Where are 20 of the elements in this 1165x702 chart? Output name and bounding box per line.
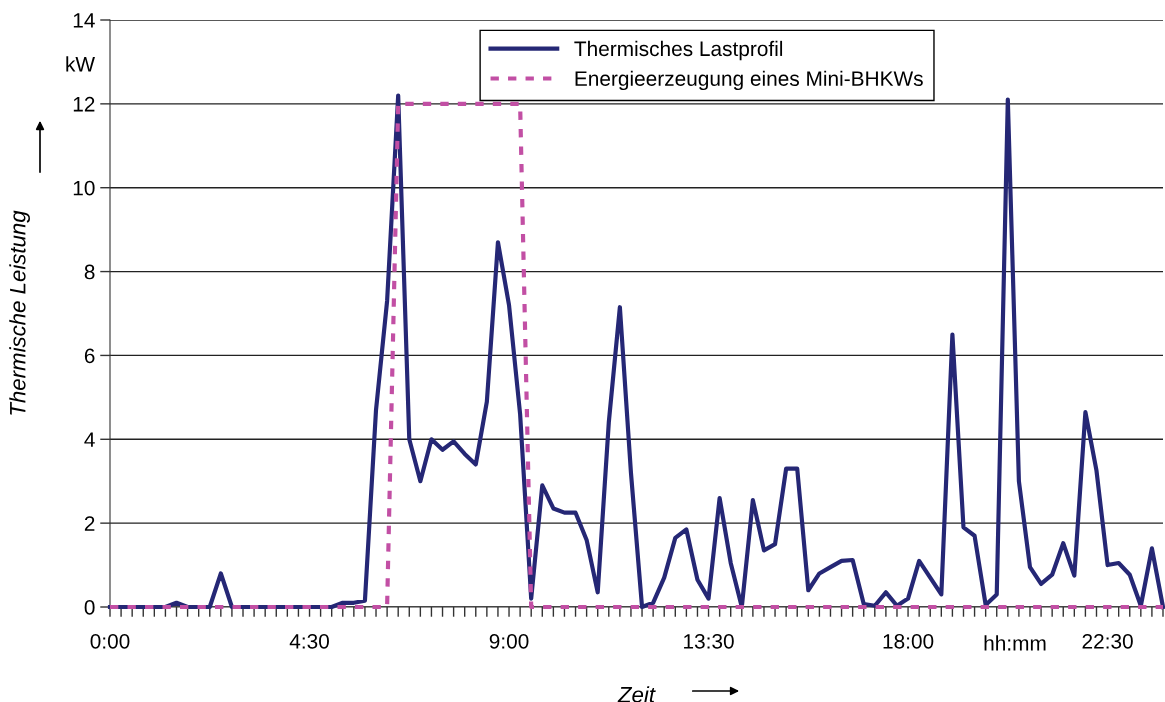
y-tick-label: 14 (73, 13, 95, 28)
y-tick-label: 4 (84, 432, 95, 447)
x-tick-label: 13:30 (684, 633, 734, 649)
legend-label: Energieerzeugung eines Mini-BHKWs (575, 70, 923, 91)
y-tick-label: 0 (84, 600, 95, 615)
x-tick-label: 0:00 (90, 633, 130, 649)
y-tick-label: 12 (73, 96, 95, 112)
x-axis-title: Zeit (617, 686, 656, 702)
y-tick-label: 2 (84, 516, 95, 531)
text: kW (66, 56, 95, 72)
x-tick-label: 4:30 (289, 633, 329, 649)
y-tick-label: 10 (73, 180, 95, 196)
x-tick-label: 18:00 (883, 633, 934, 649)
legend-label: Thermisches Lastprofil (574, 40, 783, 61)
x-tick-label: 9:00 (489, 633, 529, 649)
y-tick-label: 6 (84, 348, 95, 364)
y-tick-label: 8 (84, 264, 95, 280)
x-tick-label: 22:30 (1082, 633, 1133, 649)
y-axis-title: Thermische Leistung (9, 210, 30, 415)
text: hh:mm (984, 635, 1046, 651)
